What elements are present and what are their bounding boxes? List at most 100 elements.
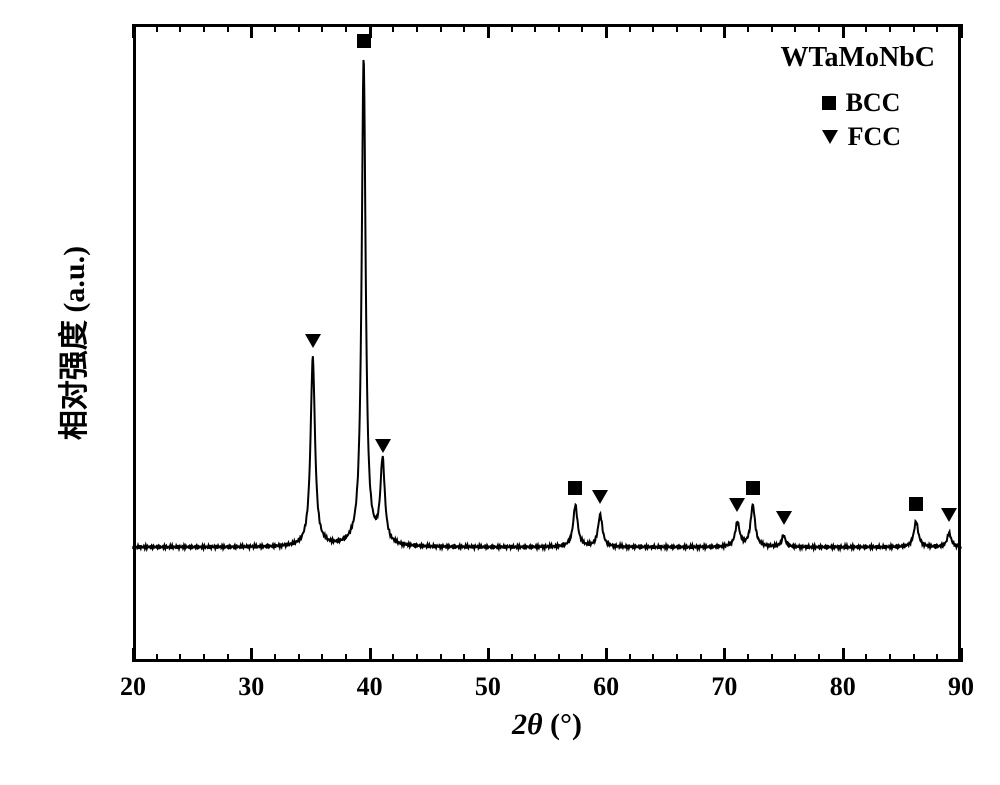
triangle-marker-icon [305, 334, 321, 348]
xtick-label: 20 [120, 672, 146, 702]
xtick-minor-top [156, 24, 158, 32]
axis-left [133, 24, 136, 662]
triangle-marker-icon [776, 511, 792, 525]
xtick-minor-top [558, 24, 560, 32]
xtick-minor-top [440, 24, 442, 32]
xtick-minor-top [392, 24, 394, 32]
peak-marker-fcc [375, 439, 391, 458]
xtick-minor [534, 654, 536, 662]
legend-item: FCC [822, 122, 901, 152]
xtick-label: 60 [593, 672, 619, 702]
square-marker-icon [568, 481, 582, 495]
xtick-minor [652, 654, 654, 662]
xtick-minor-top [581, 24, 583, 32]
xtick-minor [440, 654, 442, 662]
xtick-label: 80 [830, 672, 856, 702]
xtick-minor-top [298, 24, 300, 32]
xtick-minor-top [227, 24, 229, 32]
legend-label: FCC [848, 122, 901, 152]
xtick-minor [345, 654, 347, 662]
triangle-marker-icon [592, 490, 608, 504]
xtick-major-top [250, 24, 253, 38]
triangle-marker-icon [822, 130, 838, 144]
xtick-minor [179, 654, 181, 662]
peak-marker-fcc [776, 511, 792, 530]
xtick-minor-top [936, 24, 938, 32]
xtick-minor [156, 654, 158, 662]
axis-right [958, 24, 961, 662]
xtick-minor-top [463, 24, 465, 32]
xtick-minor-top [416, 24, 418, 32]
axis-bottom [133, 659, 961, 662]
square-marker-icon [822, 96, 836, 110]
peak-marker-fcc [729, 498, 745, 517]
xtick-minor-top [511, 24, 513, 32]
xtick-major-top [723, 24, 726, 38]
xtick-minor-top [179, 24, 181, 32]
xtick-label: 50 [475, 672, 501, 702]
xtick-major [250, 648, 253, 662]
xtick-major [842, 648, 845, 662]
xtick-minor-top [534, 24, 536, 32]
xtick-minor-top [865, 24, 867, 32]
xtick-minor [298, 654, 300, 662]
xtick-major [960, 648, 963, 662]
peak-marker-bcc [357, 34, 371, 53]
xtick-major [487, 648, 490, 662]
xtick-major [369, 648, 372, 662]
peak-marker-bcc [909, 497, 923, 516]
xtick-minor [936, 654, 938, 662]
xtick-major-top [960, 24, 963, 38]
peak-marker-fcc [941, 508, 957, 527]
triangle-marker-icon [941, 508, 957, 522]
chart-title: WTaMoNbC [780, 42, 935, 74]
xtick-minor-top [794, 24, 796, 32]
legend-item: BCC [822, 88, 901, 118]
xtick-minor [700, 654, 702, 662]
xtick-minor [865, 654, 867, 662]
peak-marker-bcc [568, 481, 582, 500]
xtick-major [132, 648, 135, 662]
xtick-major-top [487, 24, 490, 38]
xtick-label: 30 [238, 672, 264, 702]
xtick-minor [463, 654, 465, 662]
xtick-minor-top [676, 24, 678, 32]
xtick-minor [581, 654, 583, 662]
square-marker-icon [909, 497, 923, 511]
triangle-marker-icon [375, 439, 391, 453]
xtick-minor-top [913, 24, 915, 32]
xtick-minor-top [652, 24, 654, 32]
axis-top [133, 24, 961, 27]
square-marker-icon [357, 34, 371, 48]
xtick-minor-top [203, 24, 205, 32]
xtick-major [723, 648, 726, 662]
xtick-minor-top [889, 24, 891, 32]
xtick-minor-top [747, 24, 749, 32]
peak-marker-fcc [592, 490, 608, 509]
xtick-major [605, 648, 608, 662]
xtick-minor [416, 654, 418, 662]
xtick-major-top [132, 24, 135, 38]
xtick-label: 70 [711, 672, 737, 702]
xtick-minor [629, 654, 631, 662]
legend-label: BCC [846, 88, 901, 118]
xtick-minor [203, 654, 205, 662]
triangle-marker-icon [729, 498, 745, 512]
peak-marker-bcc [746, 481, 760, 500]
xtick-major-top [605, 24, 608, 38]
xtick-minor [511, 654, 513, 662]
xtick-minor [818, 654, 820, 662]
xtick-minor [558, 654, 560, 662]
xtick-label: 40 [357, 672, 383, 702]
xtick-label: 90 [948, 672, 974, 702]
xtick-minor-top [629, 24, 631, 32]
legend: BCC FCC [822, 84, 901, 152]
xtick-minor [747, 654, 749, 662]
xtick-minor-top [274, 24, 276, 32]
xtick-major-top [842, 24, 845, 38]
xtick-minor [274, 654, 276, 662]
xtick-minor-top [818, 24, 820, 32]
square-marker-icon [746, 481, 760, 495]
xtick-minor [771, 654, 773, 662]
xtick-minor [321, 654, 323, 662]
